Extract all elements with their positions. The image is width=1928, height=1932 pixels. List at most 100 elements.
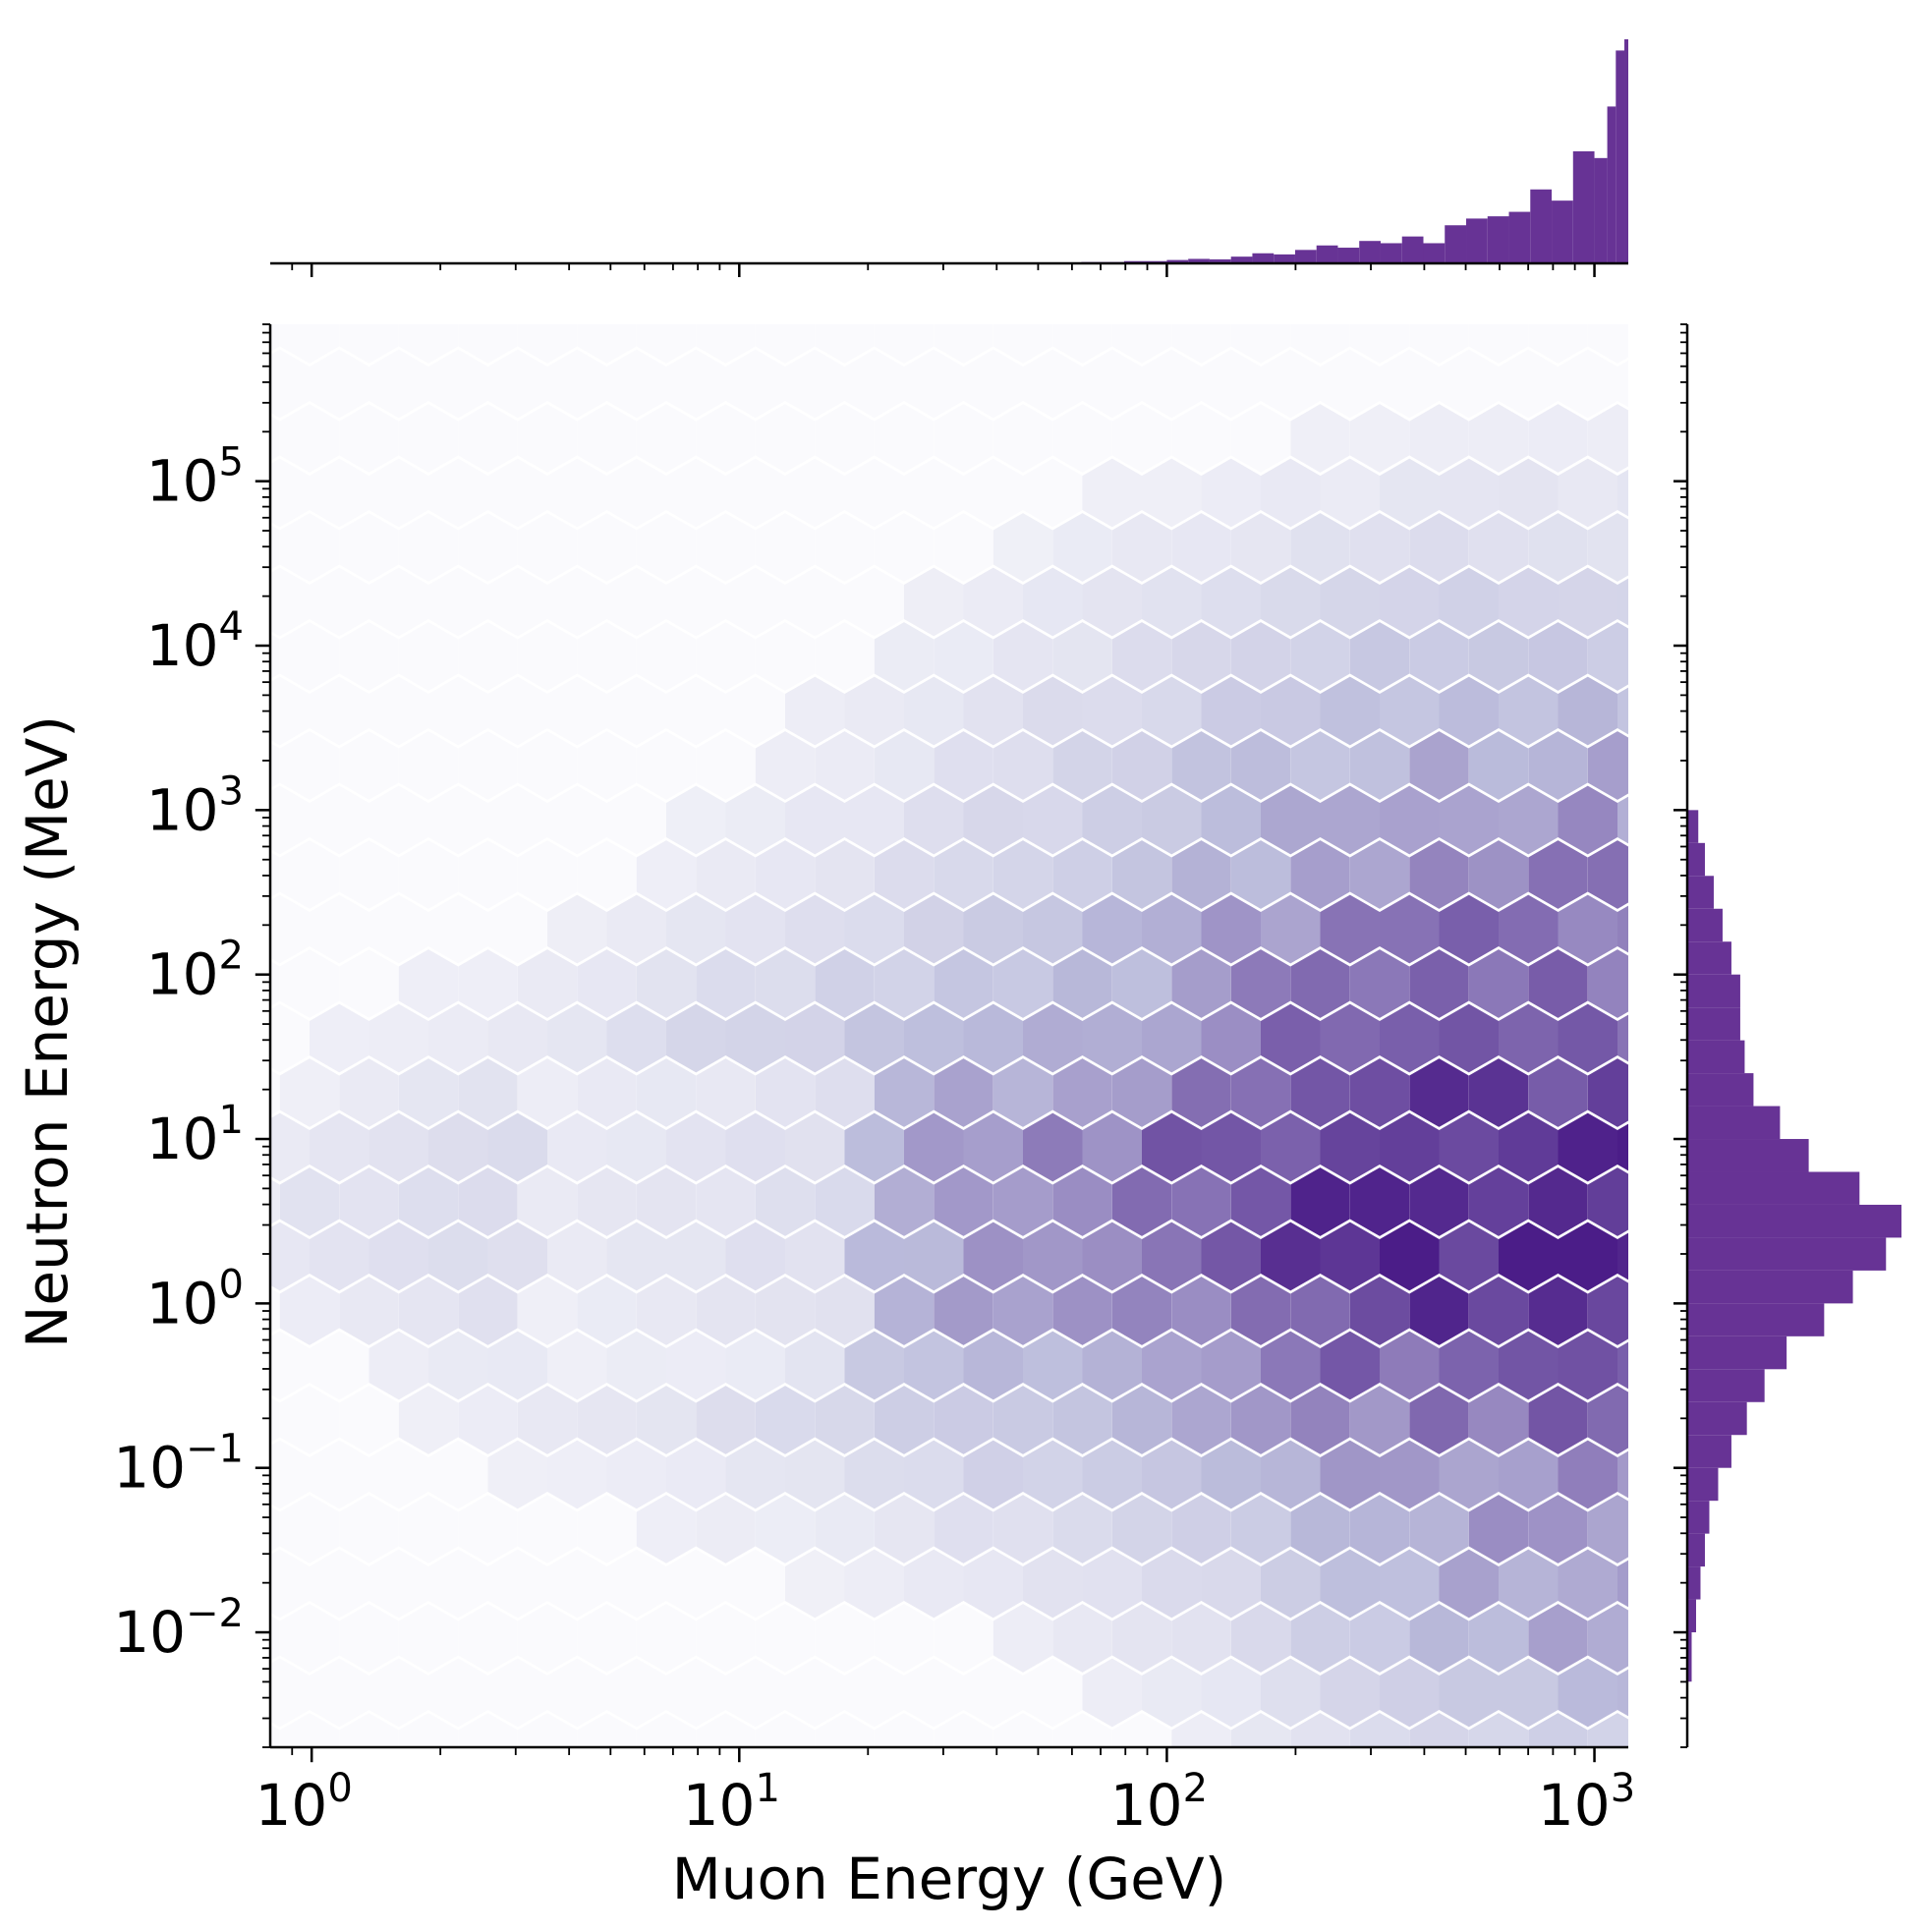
hex-bin — [785, 1222, 845, 1291]
hex-bin — [1350, 731, 1409, 800]
hex-bin — [1588, 1495, 1647, 1563]
hex-bin — [756, 1167, 815, 1236]
x-tick-label: 103 — [1538, 1766, 1635, 1839]
hex-bin — [1321, 677, 1381, 746]
hex-bin — [1083, 786, 1143, 855]
hex-bin — [399, 295, 458, 364]
hex-bin — [1023, 786, 1083, 855]
hex-bin — [964, 1441, 1024, 1509]
hex-bin — [1052, 1167, 1111, 1236]
hex-bin — [1171, 1167, 1230, 1236]
hex-bin — [310, 1550, 369, 1619]
hex-bin — [1380, 1768, 1440, 1837]
hex-bin — [1559, 1113, 1618, 1182]
hex-bin — [785, 895, 845, 964]
hex-bin — [815, 1167, 874, 1236]
hex-bin — [1647, 295, 1706, 364]
hex-bin — [845, 1659, 905, 1728]
hex-bin — [785, 1332, 845, 1400]
right-hist-bar — [1687, 1566, 1700, 1599]
hex-bin — [1617, 459, 1677, 528]
hex-bin — [1321, 1332, 1381, 1400]
hex-bin — [1112, 1167, 1171, 1236]
hex-bin — [1202, 1659, 1262, 1728]
hex-bin — [547, 1004, 607, 1073]
hex-bin — [1350, 1277, 1409, 1345]
hex-bin — [1052, 513, 1111, 582]
x-tick-exponent: 2 — [1183, 1766, 1208, 1811]
hex-bin — [1083, 895, 1143, 964]
hex-bin — [1023, 1550, 1083, 1619]
hex-bin — [696, 1167, 755, 1236]
hex-bin — [637, 404, 696, 473]
hex-bin — [1290, 731, 1349, 800]
hex-bin — [904, 1222, 964, 1291]
hex-bin — [310, 786, 369, 855]
y-tick-exponent: 3 — [219, 768, 244, 814]
hex-bin — [428, 459, 488, 528]
hex-bin — [547, 895, 607, 964]
x-tick-label: 100 — [255, 1766, 353, 1839]
hex-bin — [339, 1058, 398, 1127]
hex-bin — [934, 949, 992, 1018]
hex-bin — [1499, 350, 1559, 419]
hex-bin — [310, 677, 369, 746]
hex-bin — [666, 1113, 726, 1182]
hex-bin — [815, 949, 874, 1018]
hex-bin — [1171, 1604, 1230, 1673]
hex-bin — [458, 404, 517, 473]
hex-bin — [1202, 350, 1262, 419]
hex-bin — [251, 350, 311, 419]
hex-bin — [339, 1277, 398, 1345]
hex-bin — [458, 1167, 517, 1236]
right-hist-bar — [1687, 1435, 1731, 1467]
hex-bin — [1469, 404, 1528, 473]
hex-bin — [577, 731, 636, 800]
hex-bin — [1380, 1441, 1440, 1509]
hex-bin — [1083, 241, 1143, 310]
y-tick-label: 10−2 — [113, 1591, 244, 1666]
hex-bin — [904, 677, 964, 746]
hex-bin — [1231, 731, 1290, 800]
hex-bin — [1321, 1768, 1381, 1837]
hex-bin — [1409, 840, 1468, 909]
hex-bin — [1380, 1113, 1440, 1182]
right-hist-bar — [1687, 876, 1714, 908]
top-hist-bar — [1573, 151, 1595, 263]
hex-bin — [1528, 1386, 1587, 1454]
hex-bin — [934, 404, 992, 473]
hex-bin — [251, 568, 311, 637]
hex-bin — [1350, 949, 1409, 1018]
hex-bin — [666, 786, 726, 855]
hex-bin — [547, 1550, 607, 1619]
right-hist-bar — [1687, 1271, 1853, 1303]
x-tick-exponent: 3 — [1611, 1766, 1635, 1811]
hex-bin — [756, 295, 815, 364]
hex-bin — [666, 459, 726, 528]
hex-bin — [488, 1113, 548, 1182]
y-tick-label: 103 — [146, 768, 244, 843]
hex-bin — [666, 568, 726, 637]
hex-bin — [756, 1058, 815, 1127]
hex-bin — [339, 1495, 398, 1563]
hex-bin — [1409, 1277, 1468, 1345]
hex-bin — [666, 895, 726, 964]
hex-bin — [726, 1550, 786, 1619]
hex-bin — [1231, 622, 1290, 691]
hex-bin — [1499, 895, 1559, 964]
hex-bin — [1112, 1058, 1171, 1127]
hex-bin — [1112, 1604, 1171, 1673]
hex-bin — [577, 513, 636, 582]
hex-bin — [369, 1113, 429, 1182]
hex-bin — [1023, 1222, 1083, 1291]
hex-bin — [845, 459, 905, 528]
hex-bin — [756, 840, 815, 909]
hex-bin — [1052, 1495, 1111, 1563]
y-tick-exponent: 2 — [219, 934, 244, 979]
hex-bin — [1202, 1113, 1262, 1182]
hex-bin — [369, 1768, 429, 1837]
hex-bin — [904, 1332, 964, 1400]
hex-bin — [1588, 404, 1647, 473]
hex-bin — [1321, 1659, 1381, 1728]
hex-bin — [607, 1332, 667, 1400]
